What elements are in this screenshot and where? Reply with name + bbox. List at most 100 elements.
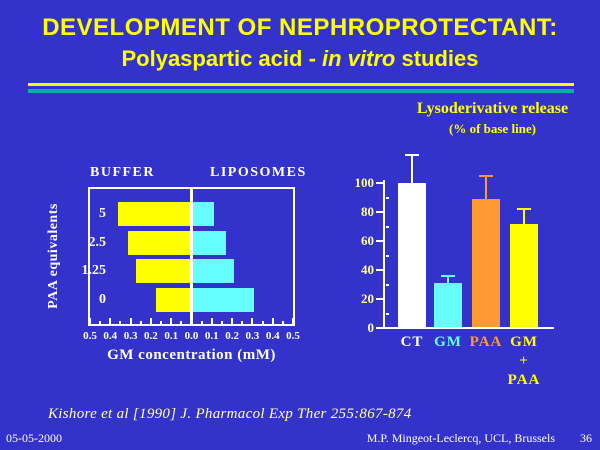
x-minor-tick (220, 321, 223, 324)
left-chart-x-tick-label: 0.1 (204, 330, 219, 342)
error-bar-line (523, 208, 525, 224)
value-bar (510, 224, 538, 327)
left-chart-x-tick-label: 0.3 (123, 330, 138, 342)
y-major-tick (376, 327, 383, 329)
y-tick-label: 20 (361, 291, 374, 306)
right-chart-title: Lysoderivative release (416, 100, 569, 117)
title-line1: DEVELOPMENT OF NEPHROPROTECTANT: (42, 14, 558, 41)
buffer-bar (117, 202, 192, 226)
x-major-tick (170, 318, 173, 324)
x-major-tick (210, 318, 213, 324)
right-chart-subtitle: (% of base line) (448, 121, 537, 136)
x-major-tick (271, 318, 274, 324)
y-minor-tick (386, 225, 389, 228)
liposome-bar (191, 202, 214, 226)
title-line2-pre: Polyaspartic acid - (121, 46, 323, 71)
error-bar-cap (441, 275, 455, 277)
footer-credit: M.P. Mingeot-Leclercq, UCL, Brussels (366, 431, 555, 445)
x-major-tick (251, 318, 254, 324)
left-chart-x-tick-label: 0.3 (245, 330, 260, 342)
right-chart-category-label: + (519, 353, 529, 369)
y-major-tick (376, 240, 383, 242)
x-minor-tick (281, 321, 284, 324)
buffer-bar (135, 259, 192, 284)
right-chart-category-label: GM (434, 334, 462, 350)
footer-date: 05-05-2000 (6, 431, 62, 445)
liposome-bar (191, 259, 234, 284)
citation: Kishore et al [1990] J. Pharmacol Exp Th… (48, 406, 412, 422)
title-line2-post: studies (395, 46, 479, 71)
y-tick-label: 40 (361, 262, 374, 277)
left-chart-x-tick-label: 0.1 (164, 330, 179, 342)
y-major-tick (376, 298, 383, 300)
y-axis-line (383, 180, 385, 329)
y-tick-label: 100 (354, 175, 375, 190)
value-bar (398, 183, 426, 327)
x-minor-tick (241, 321, 244, 324)
right-chart-category-label: PAA (507, 372, 541, 388)
left-chart-x-tick-label: 0.2 (144, 330, 158, 342)
y-tick-label: 80 (361, 204, 374, 219)
y-minor-tick (386, 254, 389, 257)
x-minor-tick (200, 321, 203, 324)
x-minor-tick (119, 321, 122, 324)
error-bar-cap (479, 175, 493, 177)
x-minor-tick (160, 321, 163, 324)
x-major-tick (149, 318, 152, 324)
liposome-bar (191, 287, 254, 312)
x-minor-tick (139, 321, 142, 324)
y-minor-tick (386, 312, 389, 315)
error-bar-cap (405, 154, 419, 156)
slide-title: DEVELOPMENT OF NEPHROPROTECTANT: Polyasp… (0, 14, 600, 72)
value-bar (434, 283, 462, 327)
x-major-tick (190, 318, 193, 324)
left-chart-category-label: 1.25 (81, 263, 107, 279)
error-bar-line (447, 275, 449, 283)
left-chart-category-label: 5 (99, 206, 106, 221)
left-chart-x-tick-label: 0.5 (286, 330, 300, 342)
right-chart-category-label: GM (510, 334, 538, 350)
center-axis-line (190, 189, 193, 324)
buffer-bar (155, 287, 192, 312)
x-minor-tick (99, 321, 102, 324)
right-chart-category-label: CT (400, 334, 424, 350)
title-underline-yellow (28, 83, 574, 86)
title-underline-teal (28, 89, 574, 93)
y-tick-label: 60 (361, 233, 374, 248)
error-bar-line (411, 154, 413, 183)
x-major-tick (129, 318, 132, 324)
left-chart-x-tick-label: 0.4 (103, 330, 118, 342)
buffer-bar (127, 230, 192, 255)
x-major-tick (109, 318, 112, 324)
x-axis-line (383, 327, 554, 329)
y-minor-tick (386, 283, 389, 286)
title-line2-italic: in vitro (322, 46, 396, 71)
y-major-tick (376, 211, 383, 213)
x-major-tick (89, 318, 91, 324)
title-line2: Polyaspartic acid - in vitro studies (0, 46, 600, 72)
y-tick-label: 0 (367, 320, 375, 335)
y-minor-tick (386, 196, 389, 199)
error-bar-line (485, 175, 487, 199)
left-chart-header-buffer: BUFFER (90, 165, 155, 180)
y-major-tick (376, 269, 383, 271)
liposome-bar (191, 230, 226, 255)
value-bar (472, 199, 500, 327)
left-chart-x-tick-label: 0.2 (225, 330, 239, 342)
left-chart-plot-area (88, 187, 295, 326)
left-chart-category-label: 2.5 (88, 234, 107, 250)
right-chart-category-label: PAA (469, 334, 503, 350)
x-minor-tick (261, 321, 264, 324)
y-major-tick (376, 182, 383, 184)
left-chart-x-tick-label: 0.5 (83, 330, 97, 342)
left-chart-x-tick-label: 0.0 (184, 330, 199, 342)
left-chart-x-axis-label: GM concentration (mM) (107, 347, 276, 363)
x-minor-tick (180, 321, 183, 324)
left-chart-x-tick-label: 0.4 (265, 330, 280, 342)
x-major-tick (292, 318, 294, 324)
footer-page-number: 36 (580, 431, 592, 445)
x-major-tick (231, 318, 234, 324)
left-chart-category-label: 0 (99, 291, 106, 307)
left-chart-header-liposomes: LIPOSOMES (210, 165, 307, 180)
